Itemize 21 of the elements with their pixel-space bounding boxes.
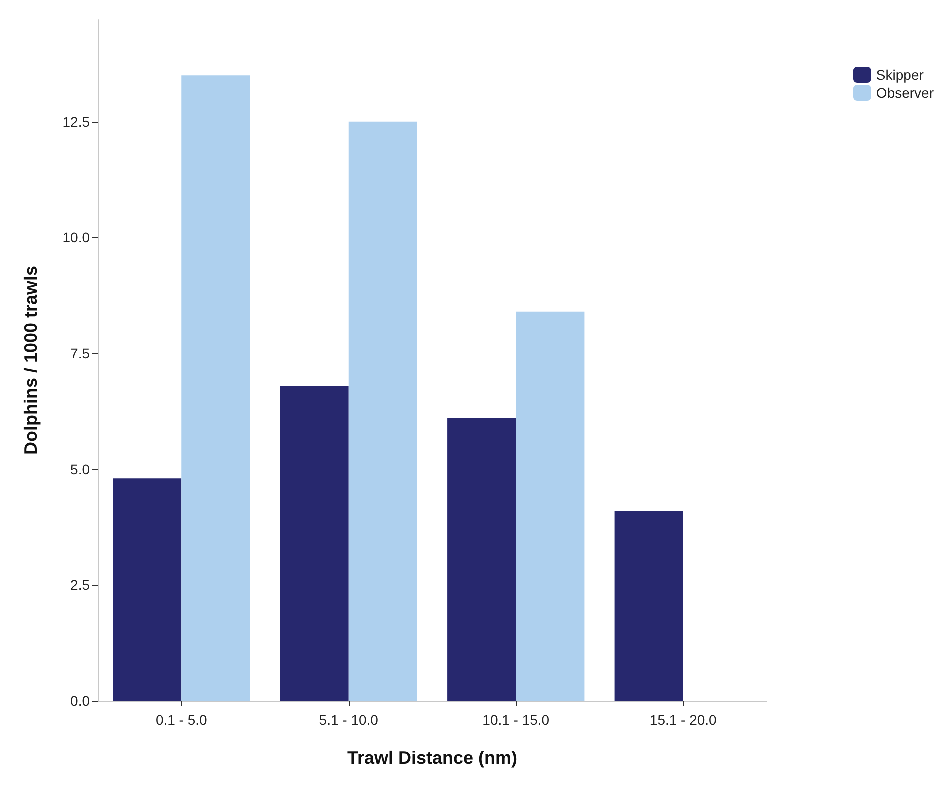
legend-label: Skipper [876, 67, 924, 83]
x-tick-label: 0.1 - 5.0 [156, 712, 208, 728]
y-axis-title: Dolphins / 1000 trawls [21, 266, 41, 456]
x-tick-label: 5.1 - 10.0 [319, 712, 379, 728]
y-tick-label: 10.0 [62, 230, 90, 246]
x-tick-label: 15.1 - 20.0 [650, 712, 718, 728]
x-tick-label: 10.1 - 15.0 [482, 712, 550, 728]
bar [113, 478, 182, 701]
x-axis-title: Trawl Distance (nm) [347, 748, 518, 768]
y-tick-label: 7.5 [70, 346, 90, 362]
bar [614, 511, 684, 701]
bar [516, 312, 585, 701]
y-tick-label: 12.5 [62, 114, 90, 130]
bar [348, 122, 418, 701]
legend-label: Observer [876, 85, 934, 101]
y-tick-label: 0.0 [70, 693, 90, 709]
y-tick-label: 5.0 [70, 461, 90, 478]
bar [448, 418, 516, 701]
bar [182, 76, 250, 701]
bar [280, 386, 349, 701]
y-tick-label: 2.5 [70, 577, 90, 594]
